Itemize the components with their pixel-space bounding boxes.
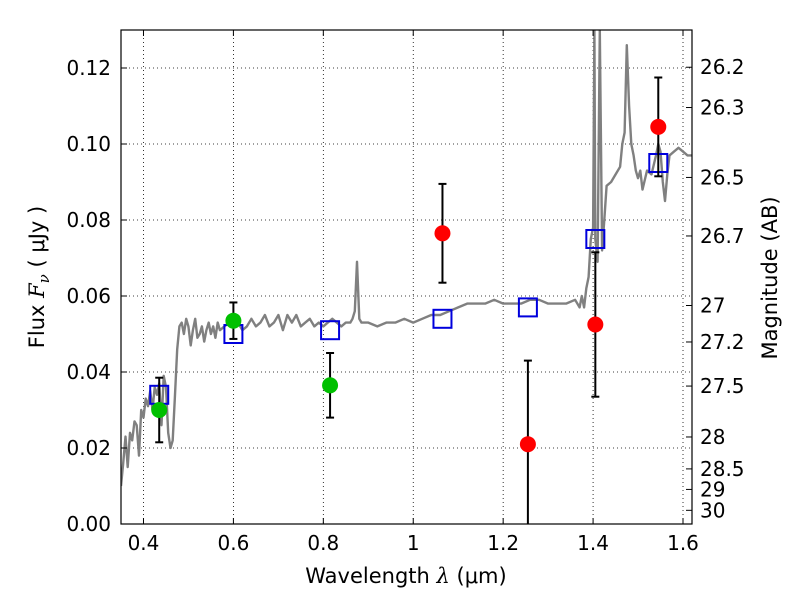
x-tick-label: 1.6	[667, 531, 699, 555]
green-data-point	[322, 377, 339, 394]
model-photometry-square	[517, 297, 538, 318]
right-tick-label: 26.3	[700, 96, 745, 120]
y-tick-label: 0.02	[66, 436, 111, 460]
right-tick-label: 26.7	[700, 224, 745, 248]
x-axis-label: Wavelength λ (μm)	[305, 564, 506, 588]
grid	[121, 30, 692, 525]
plot-area	[121, 30, 692, 524]
ticks: 0.4 0.6 0.8 1 1.2 1.4 1.6 0.00 0.02 0.04 0.06 0.08 0…	[66, 30, 745, 555]
right-tick-label: 26.5	[700, 165, 745, 189]
model-photometry-square	[432, 308, 453, 329]
x-tick-label: 0.4	[128, 531, 160, 555]
right-tick-label: 27.5	[700, 374, 745, 398]
right-tick-label: 27	[700, 294, 725, 318]
model-photometry-square	[320, 320, 341, 341]
x-tick-label: 1.4	[577, 531, 609, 555]
x-tick-label: 1	[407, 531, 420, 555]
right-tick-label: 28.5	[700, 457, 745, 481]
right-tick-label: 26.2	[700, 55, 745, 79]
y-tick-label: 0.08	[66, 208, 111, 232]
red-data-point	[587, 316, 604, 333]
model-spectrum-line	[121, 30, 692, 487]
green-data-point	[151, 402, 168, 418]
y-tick-label: 0.00	[66, 512, 111, 536]
y-tick-label: 0.04	[66, 360, 111, 384]
right-tick-label: 30	[700, 498, 725, 522]
y-tick-label: 0.12	[66, 56, 111, 80]
red-data-point	[434, 225, 451, 242]
green-data-point	[225, 312, 242, 329]
right-tick-label: 27.2	[700, 330, 745, 354]
plot-frame	[120, 29, 693, 525]
model-photometry-square	[585, 229, 606, 249]
x-tick-label: 0.6	[217, 531, 249, 555]
x-tick-label: 1.2	[487, 531, 519, 555]
red-data-point	[519, 436, 536, 453]
y-tick-label: 0.06	[66, 284, 111, 308]
right-tick-label: 29	[700, 477, 725, 501]
red-data-point	[650, 118, 667, 135]
right-axis-label: Magnitude (AB)	[758, 196, 782, 359]
x-tick-label: 0.8	[307, 531, 339, 555]
y-axis-label: Flux Fν ( μJy )	[25, 206, 53, 348]
y-tick-label: 0.10	[66, 132, 111, 156]
right-tick-label: 28	[700, 425, 725, 449]
